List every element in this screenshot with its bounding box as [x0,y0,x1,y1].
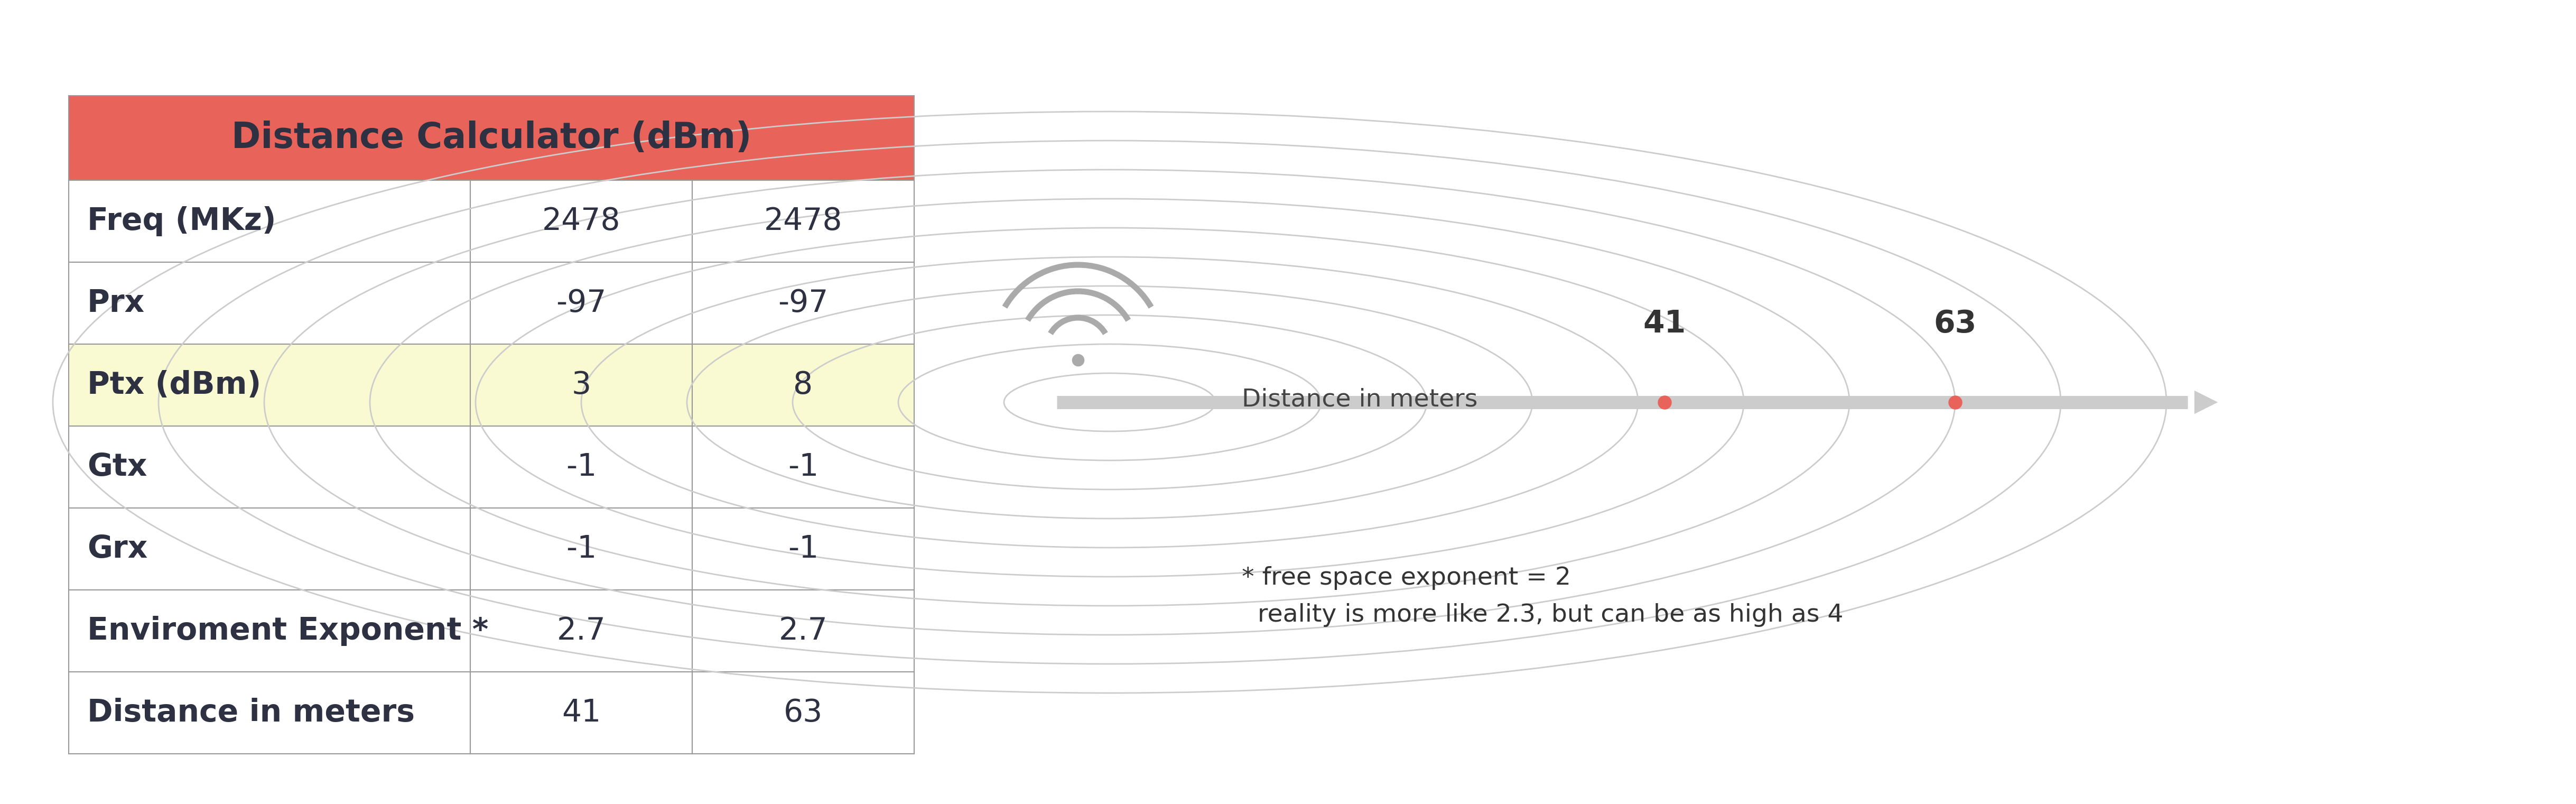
Text: Prx: Prx [88,288,144,318]
Text: 2.7: 2.7 [556,616,605,646]
Bar [70,508,471,590]
Text: 2.7: 2.7 [778,616,827,646]
Text: -97: -97 [556,288,605,318]
Text: -97: -97 [778,288,829,318]
Bar [70,672,471,754]
Bar [693,344,914,426]
Text: 3: 3 [572,370,590,400]
Text: Ptx (dBm): Ptx (dBm) [88,370,260,400]
Bar [693,426,914,508]
Bar [693,508,914,590]
Bar [70,426,471,508]
Text: Gtx: Gtx [88,452,147,482]
Text: 41: 41 [562,698,600,728]
Text: 41: 41 [1643,309,1685,338]
Bar [471,262,693,344]
Bar [471,180,693,262]
Bar [70,344,471,426]
Text: 63: 63 [1935,309,1976,338]
Bar [471,590,693,672]
Bar [70,96,914,180]
Text: Distance Calculator (dBm): Distance Calculator (dBm) [232,121,752,155]
Text: Distance in meters: Distance in meters [88,698,415,728]
Text: Distance in meters: Distance in meters [1242,388,1479,412]
Bar [70,180,471,262]
Text: reality is more like 2.3, but can be as high as 4: reality is more like 2.3, but can be as … [1242,603,1844,627]
Text: Grx: Grx [88,534,147,564]
Bar [693,180,914,262]
Bar [693,590,914,672]
Bar [471,672,693,754]
Text: -1: -1 [567,534,598,564]
Bar [70,590,471,672]
Text: Enviroment Exponent *: Enviroment Exponent * [88,616,489,646]
Bar [471,426,693,508]
Bar [693,672,914,754]
Bar [471,508,693,590]
Bar [471,344,693,426]
Text: Freq (MKz): Freq (MKz) [88,206,276,236]
Text: 2478: 2478 [765,206,842,236]
Bar [70,262,471,344]
Text: -1: -1 [788,534,819,564]
Text: -1: -1 [567,452,598,482]
Text: 8: 8 [793,370,814,400]
Text: 2478: 2478 [541,206,621,236]
Text: * free space exponent = 2: * free space exponent = 2 [1242,566,1571,590]
Text: -1: -1 [788,452,819,482]
Bar [693,262,914,344]
Text: 63: 63 [783,698,822,728]
